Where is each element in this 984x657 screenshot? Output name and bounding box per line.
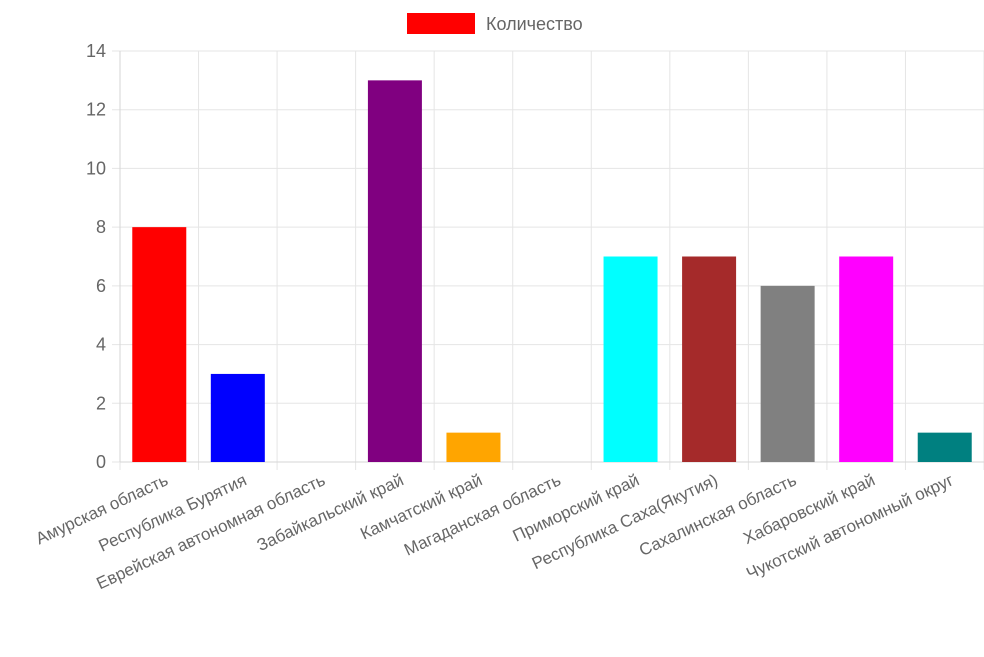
y-axis-ticks: 0 2 4 6 8 10 12 14	[86, 41, 106, 472]
y-tick-label: 6	[96, 276, 106, 296]
grid	[112, 50, 984, 470]
y-tick-label: 10	[86, 158, 106, 178]
bar[interactable]	[760, 285, 815, 462]
y-tick-label: 12	[86, 100, 106, 120]
bar[interactable]	[446, 432, 501, 462]
bar[interactable]	[917, 432, 972, 462]
y-tick-label: 2	[96, 393, 106, 413]
legend-swatch	[407, 13, 475, 34]
y-tick-label: 4	[96, 335, 106, 355]
bar[interactable]	[682, 256, 737, 463]
y-tick-label: 14	[86, 41, 106, 61]
y-tick-label: 8	[96, 217, 106, 237]
x-tick-label: Забайкальский край	[254, 470, 407, 555]
bar[interactable]	[210, 373, 265, 462]
bar[interactable]	[132, 227, 187, 462]
bar[interactable]	[367, 80, 422, 462]
y-tick-label: 0	[96, 452, 106, 472]
legend[interactable]: Количество	[407, 13, 583, 34]
legend-label: Количество	[486, 14, 583, 34]
bar[interactable]	[839, 256, 894, 463]
bars	[132, 80, 972, 463]
bar[interactable]	[603, 256, 658, 463]
